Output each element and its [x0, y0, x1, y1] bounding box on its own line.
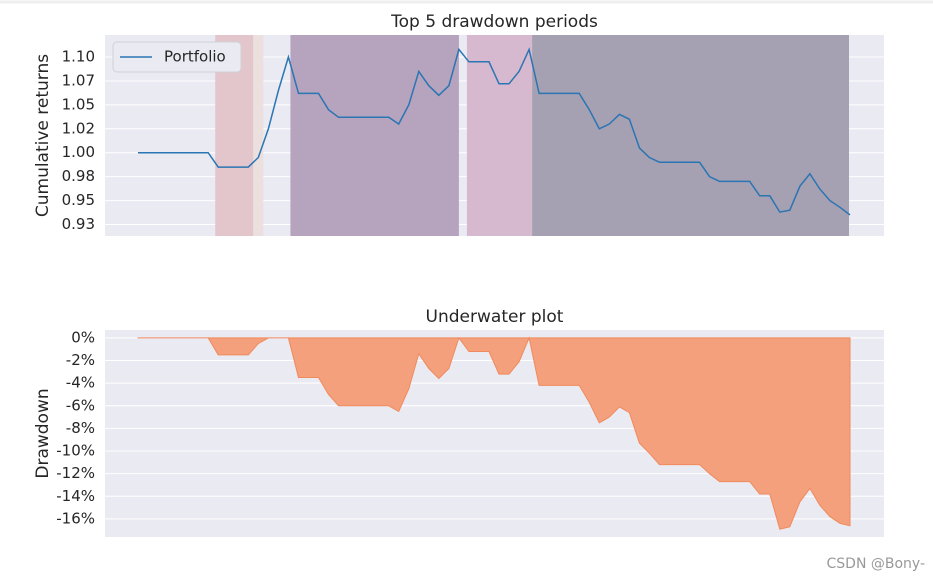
drawdown-span — [253, 35, 264, 236]
chart-title: Underwater plot — [426, 307, 564, 327]
y-tick-label: -12% — [56, 464, 95, 482]
y-tick-label: 0.98 — [62, 167, 95, 185]
y-tick-label: 1.00 — [62, 143, 95, 161]
y-tick-label: 1.10 — [62, 48, 95, 66]
y-tick-label: -10% — [56, 442, 95, 460]
y-axis-label: Drawdown — [33, 388, 53, 478]
legend-box — [112, 41, 242, 73]
line — [138, 47, 851, 216]
drawdown-span — [532, 35, 849, 236]
chart-title: Top 5 drawdown periods — [390, 12, 598, 32]
y-tick-label: 0% — [71, 328, 95, 346]
y-tick-label: 1.02 — [62, 119, 95, 137]
drawdown-span — [290, 35, 459, 236]
area — [137, 336, 851, 530]
y-tick-label: 1.05 — [62, 95, 95, 113]
drawdown-span — [466, 35, 533, 236]
y-tick-label: -6% — [66, 396, 95, 414]
y-tick-label: -2% — [66, 351, 95, 369]
y-tick-label: 0.93 — [62, 215, 95, 233]
y-tick-label: 0.95 — [62, 191, 95, 209]
y-tick-label: -8% — [66, 419, 95, 437]
y-tick-label: -16% — [56, 509, 95, 527]
y-tick-label: -14% — [56, 487, 95, 505]
watermark: CSDN @Bony- — [827, 556, 926, 572]
y-axis-label: Cumulative returns — [33, 54, 53, 217]
y-tick-label: 1.07 — [62, 71, 95, 89]
y-tick-label: -4% — [66, 374, 95, 392]
legend-label: Portfolio — [164, 48, 226, 66]
